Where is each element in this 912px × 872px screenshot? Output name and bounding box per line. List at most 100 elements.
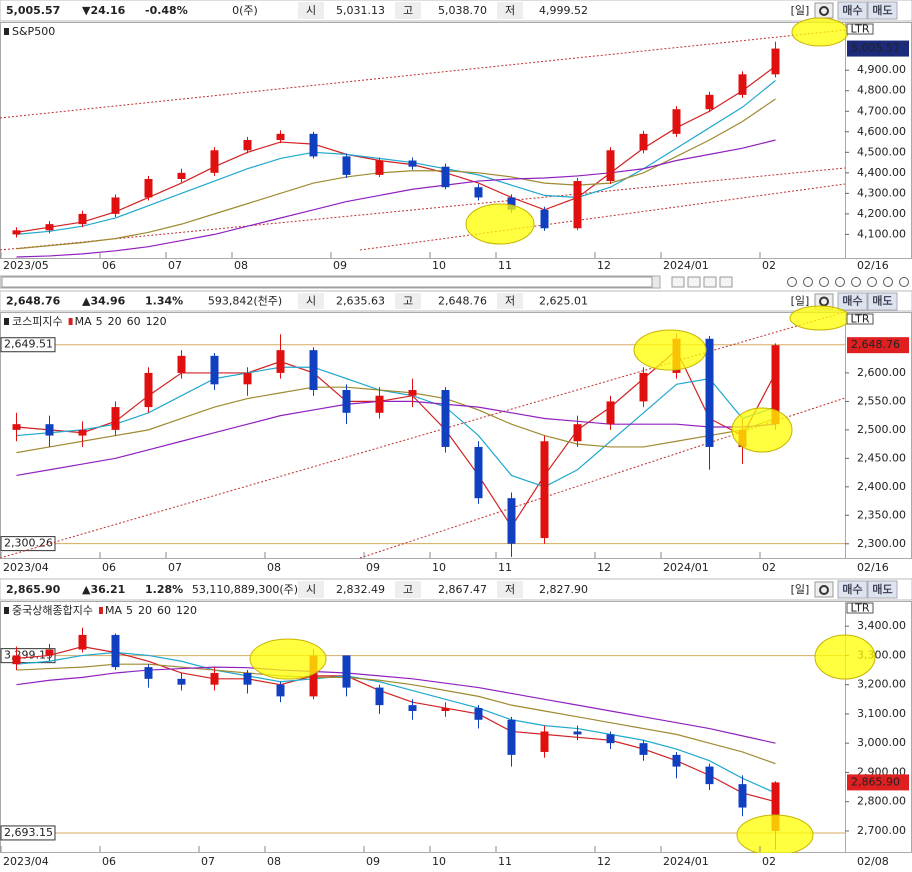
y-tick-label: 4,500.00: [857, 145, 906, 158]
candle-body: [111, 197, 120, 214]
candle-body: [210, 150, 219, 173]
x-tick-label: 11: [498, 561, 512, 574]
candle-body: [243, 372, 252, 385]
candle-body: [606, 734, 615, 744]
header-label-box: [395, 581, 421, 598]
buy-button[interactable]: [837, 580, 868, 599]
ma-line: [16, 651, 776, 794]
zoom-control[interactable]: [883, 277, 893, 287]
candle-body: [606, 401, 615, 425]
x-tick-label: 12: [597, 855, 611, 868]
scroll-control[interactable]: [687, 276, 701, 288]
highlight: [465, 203, 535, 245]
x-axis-band: [0, 259, 912, 275]
header-high-label: 고: [403, 583, 413, 596]
ma-label: MA: [75, 315, 92, 328]
candle-body: [45, 424, 54, 436]
x-tick-label: 2023/05: [3, 259, 49, 272]
buy-button[interactable]: [837, 1, 868, 20]
x-tick-label: 06: [102, 259, 116, 272]
level-label: 2,300.26: [4, 537, 53, 550]
zoom-control[interactable]: [835, 277, 845, 287]
period-button[interactable]: [일]: [791, 582, 810, 596]
y-tick-label: 2,700.00: [857, 824, 906, 837]
scroll-control[interactable]: [719, 276, 733, 288]
sell-button[interactable]: [867, 292, 898, 311]
period-button[interactable]: [일]: [791, 294, 810, 308]
header-low-label: 저: [505, 4, 515, 17]
last-price-label: 2,648.76: [851, 338, 900, 351]
zoom-control[interactable]: [899, 277, 909, 287]
sell-button[interactable]: [867, 1, 898, 20]
candle-body: [342, 390, 351, 413]
candle-body: [507, 197, 516, 210]
chart-title: 중국상해종합지수: [12, 603, 93, 617]
ma-label: MA: [105, 604, 122, 617]
y-tick-label: 2,550.00: [857, 394, 906, 407]
candle-body: [144, 667, 153, 679]
candle-body: [474, 446, 483, 499]
candle-body: [408, 705, 417, 711]
header-bar: [0, 578, 912, 601]
zoom-control[interactable]: [819, 277, 829, 287]
zoom-control[interactable]: [787, 277, 797, 287]
candle-body: [309, 133, 318, 157]
candle-body: [573, 731, 582, 735]
header-volume: 53,110,889,300(주): [192, 583, 298, 596]
header-low-label: 저: [505, 583, 515, 596]
header-low: 2,625.01: [539, 295, 588, 308]
last-date: 02/08: [857, 855, 889, 868]
last-price-box: [847, 774, 909, 791]
zoom-control[interactable]: [803, 277, 813, 287]
candle-body: [177, 678, 186, 685]
x-tick-label: 2024/01: [663, 855, 709, 868]
y-tick-label: 2,450.00: [857, 451, 906, 464]
settings-button[interactable]: [814, 581, 834, 598]
trend-line: [0, 29, 846, 119]
scroll-thumb[interactable]: [1, 276, 653, 288]
header-open: 2,832.49: [336, 583, 385, 596]
scroll-control[interactable]: [671, 276, 685, 288]
highlight: [633, 329, 707, 371]
ma-line: [16, 80, 776, 235]
y-tick-label: 4,400.00: [857, 166, 906, 179]
axis-area: [845, 312, 912, 559]
x-tick-label: 06: [102, 561, 116, 574]
x-tick-label: 10: [432, 855, 446, 868]
y-tick-label: 2,350.00: [857, 508, 906, 521]
ma-line: [16, 386, 776, 454]
scale-mode-box: [846, 313, 874, 325]
settings-icon: [819, 585, 829, 595]
candle-body: [375, 395, 384, 413]
header-price: 2,865.90: [6, 583, 61, 596]
x-tick-label: 10: [432, 561, 446, 574]
candle-body: [705, 766, 714, 785]
buy-label: 매수: [842, 4, 862, 17]
highlight: [249, 638, 327, 680]
buy-button[interactable]: [837, 292, 868, 311]
sell-button[interactable]: [867, 580, 898, 599]
header-open: 2,635.63: [336, 295, 385, 308]
header-rate: -0.48%: [145, 4, 188, 17]
period-button[interactable]: [일]: [791, 3, 810, 17]
candle-body: [111, 407, 120, 430]
zoom-control[interactable]: [867, 277, 877, 287]
y-tick-label: 3,100.00: [857, 707, 906, 720]
sell-label: 매도: [872, 4, 892, 17]
header-label-box: [298, 293, 324, 309]
ma-line: [16, 663, 776, 765]
chart-title: S&P500: [12, 25, 55, 38]
candle-body: [672, 754, 681, 767]
candle-body: [474, 708, 483, 720]
legend-entry: 5: [96, 315, 103, 328]
ma-line: [16, 666, 776, 744]
scroll-control[interactable]: [703, 276, 717, 288]
candle-body: [375, 160, 384, 175]
candle-body: [474, 187, 483, 198]
candle-body: [441, 390, 450, 447]
legend-entry: 120: [146, 315, 167, 328]
zoom-control[interactable]: [851, 277, 861, 287]
candle-body: [441, 708, 450, 711]
settings-icon: [819, 6, 829, 16]
